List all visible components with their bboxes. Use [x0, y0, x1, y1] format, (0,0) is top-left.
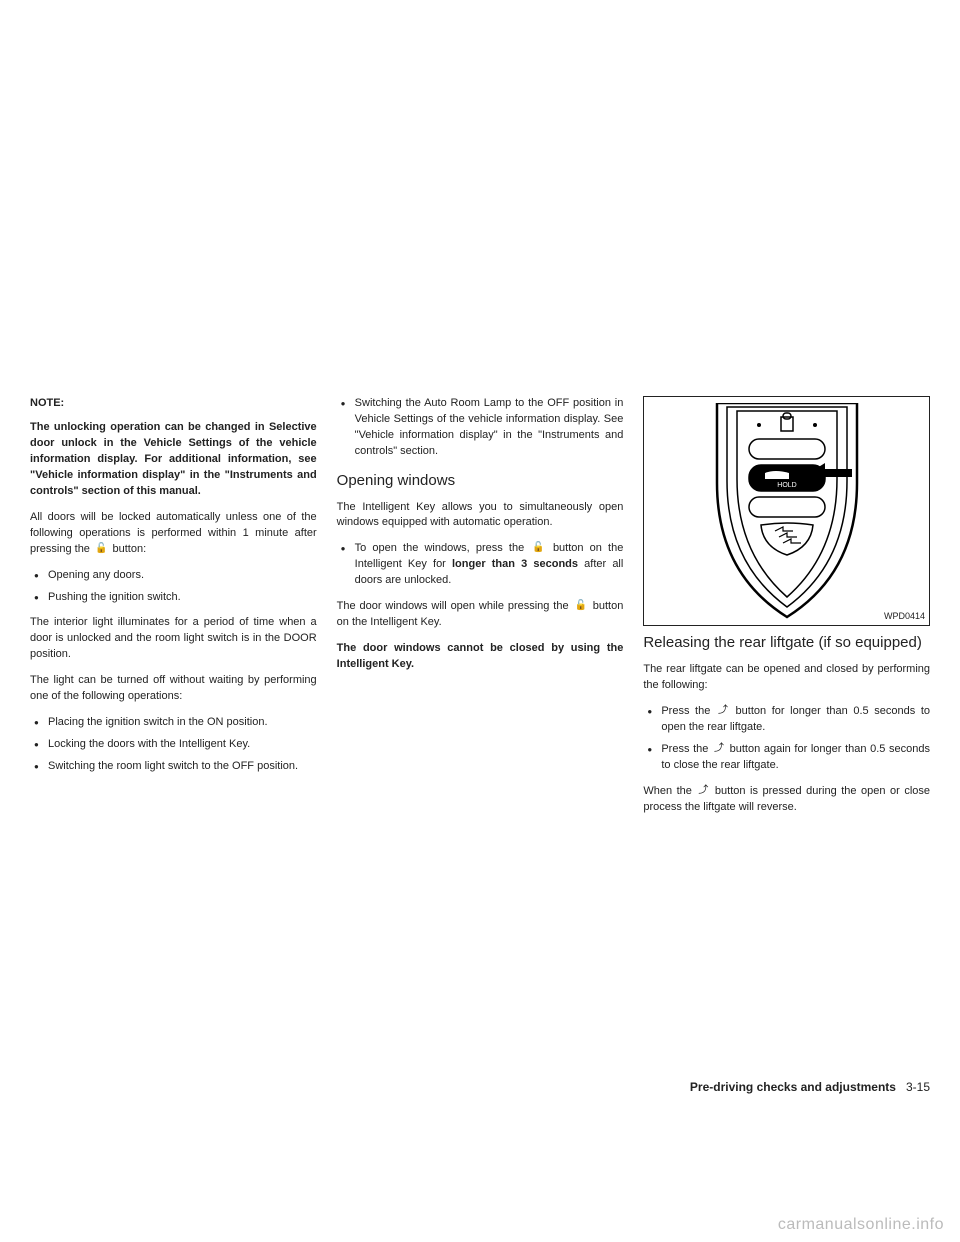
unlock-icon: 🔓	[530, 541, 546, 556]
watermark: carmanualsonline.info	[778, 1216, 944, 1234]
paragraph-windows-open: The door windows will open while pressin…	[337, 599, 624, 631]
list-item: Press the ⤴ button for longer than 0.5 s…	[643, 704, 930, 736]
subheading-opening-windows: Opening windows	[337, 470, 624, 492]
paragraph-interior-light: The interior light illuminates for a per…	[30, 615, 317, 663]
list-item: To open the windows, press the 🔓 button …	[337, 541, 624, 589]
note-paragraph: The unlocking operation can be changed i…	[30, 420, 317, 500]
hold-label: HOLD	[777, 482, 796, 489]
bullet-list-liftgate: Press the ⤴ button for longer than 0.5 s…	[643, 704, 930, 774]
list-item: Placing the ignition switch in the ON po…	[30, 715, 317, 731]
paragraph-liftgate-reverse: When the ⤴ button is pressed during the …	[643, 784, 930, 816]
illustration-code: WPD0414	[884, 610, 925, 623]
column-3: HOLD WPD0414 Releasing the rear liftgate…	[643, 396, 930, 826]
text-fragment: All doors will be locked automatically u…	[30, 511, 317, 555]
liftgate-icon: ⤴	[712, 742, 726, 757]
page-footer: Pre-driving checks and adjustments 3-15	[30, 1080, 930, 1094]
text-fragment: To open the windows, press the	[355, 543, 531, 555]
text-fragment: When the	[643, 785, 696, 797]
bullet-list-1: Opening any doors. Pushing the ignition …	[30, 568, 317, 606]
list-item: Pushing the ignition switch.	[30, 590, 317, 606]
unlock-icon: 🔓	[93, 542, 109, 557]
key-fob-drawing: HOLD	[697, 403, 877, 619]
list-item: Opening any doors.	[30, 568, 317, 584]
bullet-list-windows: To open the windows, press the 🔓 button …	[337, 541, 624, 589]
key-fob-illustration: HOLD WPD0414	[643, 396, 930, 626]
note-label: NOTE:	[30, 396, 317, 412]
paragraph-light-off: The light can be turned off without wait…	[30, 673, 317, 705]
footer-section: Pre-driving checks and adjustments	[690, 1080, 896, 1094]
bullet-list-2: Placing the ignition switch in the ON po…	[30, 715, 317, 775]
paragraph-liftgate-intro: The rear liftgate can be opened and clos…	[643, 662, 930, 694]
list-item: Press the ⤴ button again for longer than…	[643, 742, 930, 774]
text-fragment: Press the	[661, 705, 716, 717]
text-fragment: button:	[109, 543, 146, 555]
column-1: NOTE: The unlocking operation can be cha…	[30, 396, 317, 826]
paragraph-cannot-close: The door windows cannot be closed by usi…	[337, 641, 624, 673]
column-2: Switching the Auto Room Lamp to the OFF …	[337, 396, 624, 826]
subheading-rear-liftgate: Releasing the rear liftgate (if so equip…	[643, 632, 930, 654]
footer-page-number: 3-15	[906, 1080, 930, 1094]
unlock-icon: 🔓	[572, 599, 588, 614]
list-item: Locking the doors with the Intelligent K…	[30, 737, 317, 753]
liftgate-icon: ⤴	[696, 784, 710, 799]
liftgate-icon: ⤴	[716, 704, 730, 719]
bold-text: longer than 3 seconds	[452, 558, 578, 570]
bullet-list-continued: Switching the Auto Room Lamp to the OFF …	[337, 396, 624, 460]
list-item: Switching the Auto Room Lamp to the OFF …	[337, 396, 624, 460]
page-content: NOTE: The unlocking operation can be cha…	[30, 396, 930, 826]
text-fragment: The door windows will open while pressin…	[337, 601, 573, 613]
paragraph-auto-lock: All doors will be locked automatically u…	[30, 510, 317, 558]
list-item: Switching the room light switch to the O…	[30, 759, 317, 775]
paragraph-intelligent-key: The Intelligent Key allows you to simult…	[337, 500, 624, 532]
text-fragment: Press the	[661, 743, 712, 755]
